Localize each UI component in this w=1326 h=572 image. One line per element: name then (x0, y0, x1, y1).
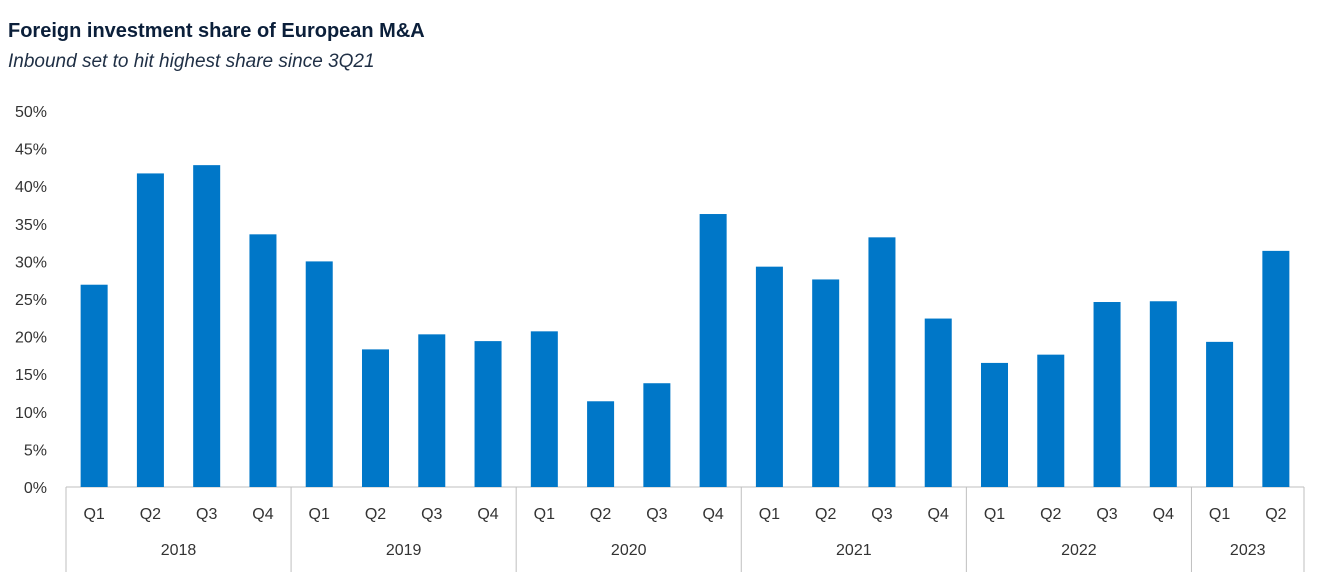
bar (305, 261, 333, 487)
y-tick-label: 5% (24, 442, 47, 459)
bar (1093, 302, 1121, 487)
x-tick-label: Q4 (252, 506, 273, 523)
bar (193, 165, 221, 488)
chart-title: Foreign investment share of European M&A (8, 20, 425, 42)
x-tick-label: Q2 (1265, 506, 1286, 523)
bar (812, 279, 840, 487)
bar (136, 173, 164, 487)
year-label: 2022 (1061, 542, 1097, 559)
x-tick-label: Q3 (421, 506, 442, 523)
x-tick-label: Q3 (871, 506, 892, 523)
x-tick-label: Q1 (309, 506, 330, 523)
year-label: 2018 (161, 542, 197, 559)
x-tick-label: Q2 (365, 506, 386, 523)
x-tick-label: Q1 (534, 506, 555, 523)
y-tick-label: 15% (15, 367, 47, 384)
bar (80, 284, 108, 487)
y-tick-label: 50% (15, 104, 47, 121)
y-tick-label: 30% (15, 254, 47, 271)
x-tick-label: Q1 (759, 506, 780, 523)
x-tick-label: Q4 (702, 506, 723, 523)
x-tick-label: Q4 (1153, 506, 1174, 523)
bar (249, 234, 277, 487)
x-tick-label: Q3 (646, 506, 667, 523)
year-label: 2023 (1230, 542, 1266, 559)
x-tick-label: Q3 (196, 506, 217, 523)
bar (699, 214, 727, 488)
x-tick-label: Q2 (140, 506, 161, 523)
bar (587, 401, 615, 487)
bar (361, 349, 390, 487)
bar (530, 331, 558, 487)
x-tick-label: Q2 (590, 506, 611, 523)
bar (868, 237, 896, 487)
bar (1037, 354, 1065, 487)
bar (474, 341, 502, 487)
bar (980, 362, 1009, 487)
x-tick-label: Q4 (477, 506, 498, 523)
x-tick-label: Q3 (1096, 506, 1117, 523)
y-tick-label: 25% (15, 292, 47, 309)
year-label: 2020 (611, 542, 647, 559)
bar (643, 383, 671, 487)
y-tick-label: 20% (15, 330, 47, 347)
x-tick-label: Q1 (83, 506, 104, 523)
x-tick-label: Q1 (1209, 506, 1230, 523)
year-label: 2021 (836, 542, 872, 559)
y-tick-label: 45% (15, 142, 47, 159)
year-label: 2019 (386, 542, 422, 559)
x-tick-label: Q2 (1040, 506, 1061, 523)
y-tick-label: 0% (24, 480, 47, 497)
bar (1206, 341, 1234, 487)
chart-subtitle: Inbound set to hit highest share since 3… (8, 51, 375, 72)
y-tick-label: 10% (15, 405, 47, 422)
y-tick-label: 35% (15, 217, 47, 234)
y-tick-label: 40% (15, 179, 47, 196)
x-tick-label: Q1 (984, 506, 1005, 523)
bar (755, 266, 783, 487)
bar (1149, 301, 1177, 487)
bar (924, 318, 952, 487)
x-tick-label: Q2 (815, 506, 836, 523)
x-tick-label: Q4 (928, 506, 949, 523)
bar (1262, 250, 1290, 487)
bar (418, 334, 446, 487)
